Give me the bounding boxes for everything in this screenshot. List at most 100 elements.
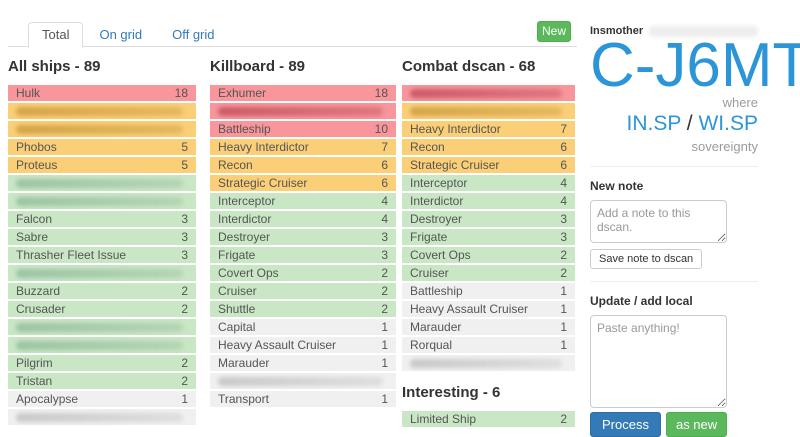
ship-type: Heavy Assault Cruiser	[410, 302, 529, 316]
ship-type: Pilgrim	[16, 356, 53, 370]
tab-list: Total On grid Off grid	[8, 22, 577, 48]
redacted-blur	[16, 322, 183, 332]
ship-type: Strategic Cruiser	[410, 158, 500, 172]
ship-count: 2	[381, 302, 388, 316]
ship-count: 2	[181, 302, 188, 316]
ship-row: Battleship 1	[402, 283, 575, 299]
region-name: Insmother	[590, 25, 644, 37]
ship-count: 1	[560, 320, 567, 334]
ship-row: Interdictor 4	[210, 211, 396, 227]
as-new-button[interactable]: as new	[665, 412, 728, 437]
tab-on-grid[interactable]: On grid	[99, 27, 143, 42]
ship-row-redacted	[402, 85, 575, 101]
ship-row-redacted	[8, 103, 196, 119]
ship-count: 18	[174, 86, 188, 100]
section-title: Killboard - 89	[210, 58, 306, 75]
ship-row: Heavy Assault Cruiser 1	[210, 337, 396, 353]
redacted-blur	[16, 196, 183, 206]
tab-off-grid[interactable]: Off grid	[172, 27, 215, 42]
ship-type: Interceptor	[410, 176, 468, 190]
save-note-button[interactable]: Save note to dscan	[590, 249, 703, 269]
ship-row: Heavy Interdictor 7	[210, 139, 396, 155]
ship-row-redacted	[210, 103, 396, 119]
ship-type: Thrasher Fleet Issue	[16, 248, 127, 262]
ship-count: 7	[560, 122, 567, 136]
ship-row: Buzzard 2	[8, 283, 196, 299]
redacted-blur	[218, 376, 383, 386]
alliance-a[interactable]: IN.SP	[626, 112, 681, 135]
ship-type: Interdictor	[410, 194, 464, 208]
ship-row-redacted	[8, 121, 196, 137]
ship-count: 1	[381, 356, 388, 370]
note-textarea[interactable]	[590, 200, 727, 243]
region-line: Insmother	[590, 25, 758, 37]
system-name: C-J6MT	[590, 31, 800, 100]
ship-count: 4	[381, 212, 388, 226]
redacted-blur	[16, 106, 183, 116]
ship-count: 1	[560, 338, 567, 352]
ship-count: 2	[181, 284, 188, 298]
action-buttons: Process as new	[590, 412, 758, 437]
ship-row: Phobos 5	[8, 139, 196, 155]
ship-row: Thrasher Fleet Issue 3	[8, 247, 196, 263]
view-tabs: Total On grid Off grid	[8, 22, 577, 48]
paste-textarea[interactable]	[590, 315, 727, 408]
ship-row: Frigate 3	[402, 229, 575, 245]
process-button[interactable]: Process	[590, 412, 661, 437]
ship-row: Marauder 1	[210, 355, 396, 371]
ship-type: Capital	[218, 320, 256, 334]
ship-row: Recon 6	[402, 139, 575, 155]
ship-row: Sabre 3	[8, 229, 196, 245]
ship-type: Rorqual	[410, 338, 453, 352]
ship-row: Pilgrim 2	[8, 355, 196, 371]
ship-type: Recon	[218, 158, 253, 172]
ship-row-redacted	[402, 355, 575, 371]
ship-type: Strategic Cruiser	[218, 176, 308, 190]
ship-count: 3	[181, 212, 188, 226]
ship-row: Covert Ops 2	[402, 247, 575, 263]
ship-row-redacted	[8, 409, 196, 425]
ship-type: Battleship	[218, 122, 271, 136]
ship-type: Shuttle	[218, 302, 256, 316]
new-scan-button[interactable]: New	[537, 21, 571, 42]
ship-type: Heavy Assault Cruiser	[218, 338, 337, 352]
ship-row: Cruiser 2	[402, 265, 575, 281]
redacted-blur	[16, 268, 183, 278]
ship-type: Destroyer	[218, 230, 271, 244]
ship-count: 2	[560, 266, 567, 280]
alliance-b[interactable]: WI.SP	[698, 112, 758, 135]
ship-row: Heavy Interdictor 7	[402, 121, 575, 137]
ship-row: Strategic Cruiser 6	[402, 157, 575, 173]
ship-count: 1	[181, 392, 188, 406]
ship-row: Covert Ops 2	[210, 265, 396, 281]
ship-count: 2	[560, 248, 567, 262]
ship-count: 3	[560, 212, 567, 226]
ship-row: Apocalypse 1	[8, 391, 196, 407]
ship-row: Interdictor 4	[402, 193, 575, 209]
ship-row: Proteus 5	[8, 157, 196, 173]
ship-row: Marauder 1	[402, 319, 575, 335]
ship-row-redacted	[8, 175, 196, 191]
section-title: Interesting - 6	[402, 384, 501, 401]
section-title: All ships - 89	[8, 58, 101, 75]
ship-count: 5	[181, 158, 188, 172]
redacted-blur	[16, 124, 183, 134]
ship-type: Heavy Interdictor	[218, 140, 309, 154]
new-note-label: New note	[590, 179, 644, 193]
ship-row: Strategic Cruiser 6	[210, 175, 396, 191]
ship-row: Destroyer 3	[402, 211, 575, 227]
ship-count: 3	[381, 230, 388, 244]
redacted-blur	[218, 106, 383, 116]
ship-row-redacted	[8, 193, 196, 209]
ship-type: Limited Ship	[410, 412, 477, 426]
ship-row: Limited Ship 2	[402, 411, 575, 427]
divider	[590, 166, 758, 167]
ship-count: 3	[560, 230, 567, 244]
ship-row-redacted	[8, 337, 196, 353]
redacted-blur	[649, 25, 758, 37]
redacted-blur	[16, 178, 183, 188]
ship-type: Frigate	[410, 230, 448, 244]
ship-count: 1	[560, 302, 567, 316]
tab-total[interactable]: Total	[28, 22, 84, 48]
ship-row: Destroyer 3	[210, 229, 396, 245]
